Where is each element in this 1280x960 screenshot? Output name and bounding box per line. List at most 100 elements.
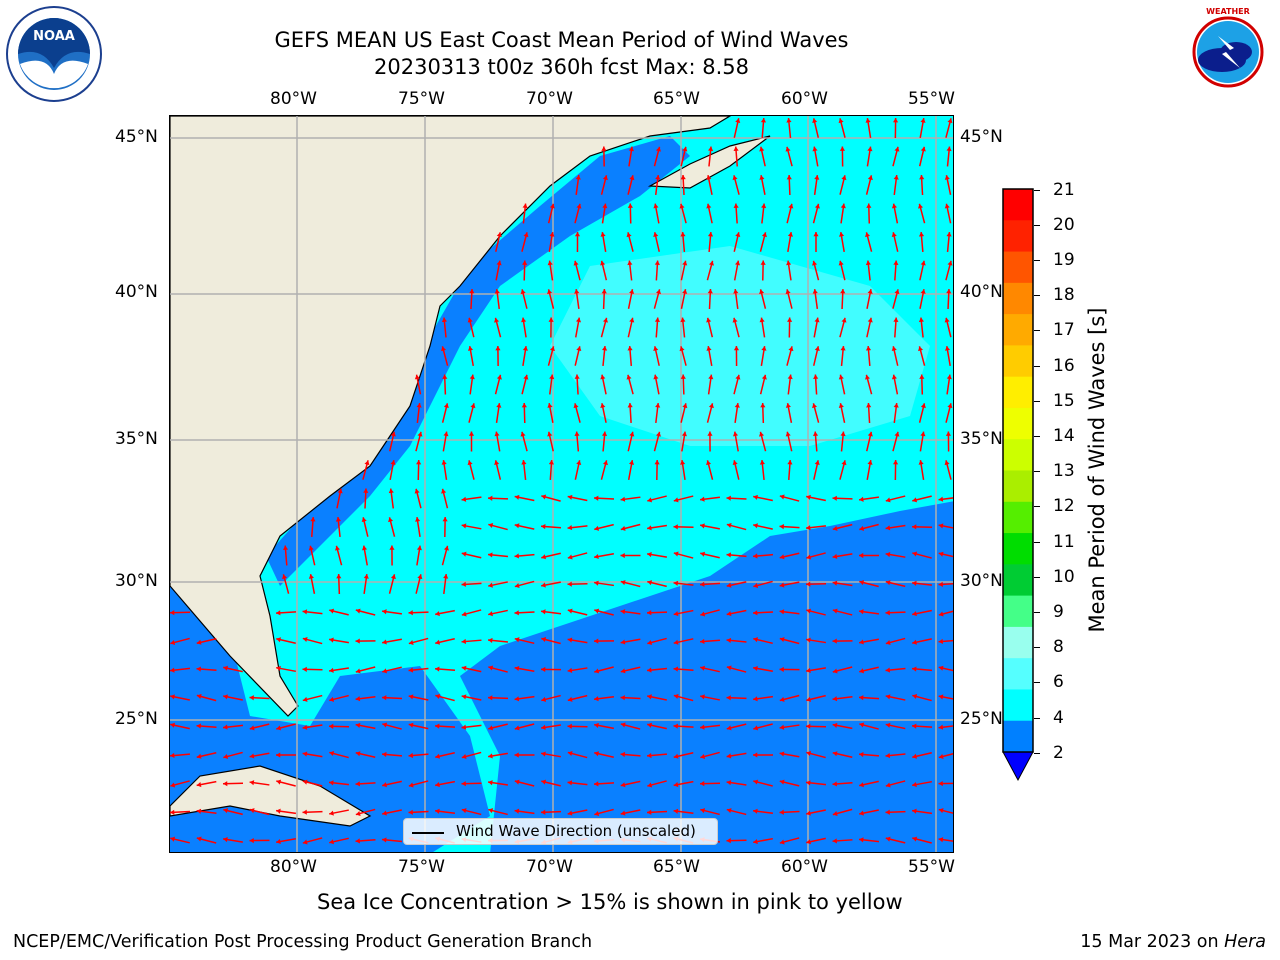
wind-arrow [414, 374, 422, 395]
wind-arrow [912, 780, 932, 788]
wind-arrow [416, 402, 422, 424]
wind-arrow [753, 723, 773, 731]
wind-arrow [838, 260, 846, 281]
colorbar-segment [1003, 501, 1033, 534]
wind-arrow [548, 459, 554, 481]
colorbar-tick-label: 10 [1053, 567, 1075, 587]
wind-arrow [541, 694, 561, 702]
wind-arrow [919, 289, 926, 309]
colorbar-tick-label: 21 [1053, 180, 1075, 200]
wind-arrow [600, 232, 607, 252]
wind-arrow [469, 288, 475, 310]
wind-arrow [355, 781, 376, 787]
wind-arrow [548, 232, 555, 252]
wind-arrow [329, 637, 349, 644]
wind-arrow [699, 781, 721, 787]
wind-arrow [865, 232, 873, 252]
wind-arrow [196, 836, 217, 844]
wind-arrow [170, 637, 190, 645]
wind-arrow [938, 638, 953, 644]
wind-arrow [753, 523, 773, 530]
colorbar-tick-label: 9 [1053, 602, 1064, 622]
wind-arrow [249, 752, 270, 759]
wind-arrow [938, 523, 953, 529]
colorbar-segment [1003, 595, 1033, 628]
wind-arrow [805, 581, 827, 587]
wind-arrow [487, 552, 509, 558]
wind-arrow [912, 551, 932, 559]
wind-arrow [732, 460, 740, 480]
colorbar-segment [1003, 376, 1033, 409]
wind-arrow [620, 496, 641, 502]
wind-arrow [938, 496, 953, 502]
wind-arrow [627, 260, 633, 281]
wind-arrow [408, 752, 429, 759]
wind-arrow [812, 346, 820, 366]
wind-arrow [699, 724, 721, 730]
wind-arrow [223, 694, 243, 701]
wind-arrow [329, 608, 349, 616]
wind-arrow [700, 609, 720, 617]
wind-arrow [441, 488, 449, 509]
lon-label-top: 75°W [398, 89, 445, 109]
footer-date: 15 Mar 2023 on Hera [1080, 932, 1266, 952]
wind-arrow [361, 545, 368, 566]
colorbar-tick-label: 8 [1053, 637, 1064, 657]
wind-arrow [885, 694, 906, 701]
wind-arrow [673, 580, 694, 586]
wind-arrow [752, 808, 774, 815]
wind-arrow [759, 431, 767, 452]
wind-arrow [654, 317, 660, 338]
wind-arrow [408, 780, 429, 788]
wind-arrow [593, 580, 615, 587]
wind-arrow [540, 809, 562, 815]
wind-arrow [408, 809, 429, 815]
colorbar-tick-mark [1034, 260, 1040, 262]
wind-arrow [732, 317, 740, 338]
wind-arrow [381, 837, 403, 843]
wind-arrow [858, 609, 880, 615]
wind-arrow [700, 751, 720, 759]
wind-arrow [787, 317, 793, 338]
sea-ice-note: Sea Ice Concentration > 15% is shown in … [317, 890, 903, 914]
wind-arrow [540, 724, 562, 730]
wind-arrow [310, 516, 316, 538]
wind-arrow [461, 665, 482, 673]
wind-arrow [726, 752, 747, 759]
wind-arrow [441, 317, 447, 338]
wind-arrow [759, 146, 766, 167]
wind-arrow [521, 402, 527, 424]
wind-arrow [760, 260, 766, 281]
wind-arrow [302, 779, 323, 787]
colorbar-tick-label: 16 [1053, 356, 1075, 376]
wind-arrow [302, 666, 323, 672]
wind-arrow [335, 516, 341, 538]
lon-label-bottom: 65°W [653, 857, 700, 877]
colorbar-tick-label: 18 [1053, 285, 1075, 305]
wind-arrow [779, 494, 800, 502]
wind-arrow [547, 260, 554, 281]
colorbar-segment [1003, 658, 1033, 690]
wind-arrow [467, 346, 475, 366]
wind-arrow [885, 637, 906, 645]
wind-arrow [779, 724, 800, 730]
colorbar-segment [1003, 689, 1033, 722]
wind-arrow [469, 374, 475, 395]
wind-arrow [593, 638, 615, 644]
wind-arrow [885, 610, 906, 616]
wind-arrow [655, 402, 661, 424]
colorbar-tick-mark [1034, 506, 1040, 508]
wind-arrow [541, 637, 561, 645]
wind-arrow [706, 403, 714, 423]
wind-arrow [329, 694, 349, 702]
wind-arrow [699, 496, 721, 502]
wind-arrow [859, 523, 879, 531]
wind-arrow [865, 374, 873, 395]
wind-arrow [865, 260, 871, 281]
wind-arrow [461, 724, 482, 730]
wind-arrow [646, 752, 668, 759]
wind-arrow [893, 402, 899, 424]
wind-arrow [520, 431, 528, 452]
wind-arrow [858, 552, 880, 559]
wind-arrow [627, 203, 633, 224]
